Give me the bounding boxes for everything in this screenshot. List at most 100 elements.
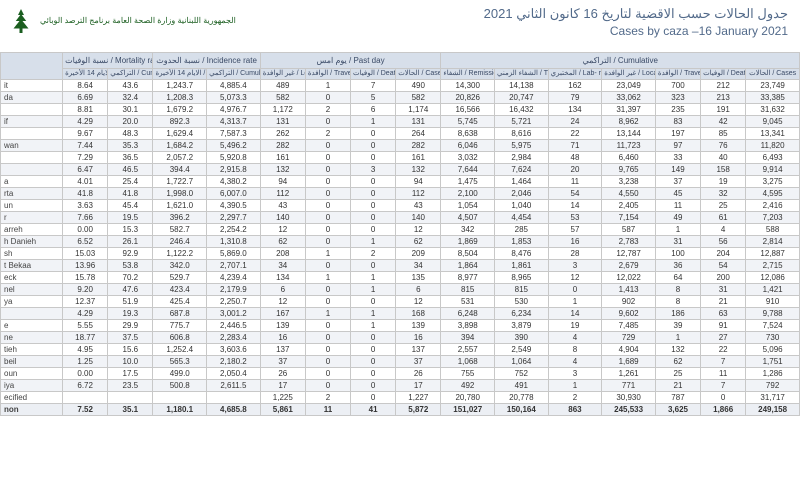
cell: 2,283.4 (207, 332, 261, 344)
cell: 3,275 (746, 176, 800, 188)
cell: 158 (701, 164, 746, 176)
cell: 31 (655, 236, 700, 248)
cell: 1,629.4 (153, 128, 207, 140)
cell: 16,566 (441, 104, 495, 116)
cell: 892.3 (153, 116, 207, 128)
cell: 49 (655, 212, 700, 224)
cell: 491 (495, 380, 549, 392)
subheader-13: الوفيات / Deaths (701, 69, 746, 80)
table-row: rta41.841.81,998.06,007.0112001122,1002,… (1, 188, 800, 200)
cell: 8 (548, 344, 602, 356)
cell: 25.4 (108, 176, 153, 188)
cell: 7.52 (63, 404, 108, 416)
cell: 4,390.5 (207, 200, 261, 212)
cell: 85 (701, 128, 746, 140)
region-name: a (1, 176, 63, 188)
cell: 1 (305, 272, 350, 284)
cell: 863 (548, 404, 602, 416)
cell: 12 (396, 224, 441, 236)
cell: 71 (548, 140, 602, 152)
cell: 92.9 (108, 248, 153, 260)
title-english: Cases by caza –16 January 2021 (484, 24, 788, 38)
cell: 1 (351, 116, 396, 128)
cell: 47.6 (108, 284, 153, 296)
cell: 161 (396, 152, 441, 164)
cell: 20,780 (441, 392, 495, 404)
cell (63, 392, 108, 404)
cell: 1.25 (63, 356, 108, 368)
cell: 2 (351, 248, 396, 260)
cell: 62 (396, 236, 441, 248)
cell: 7,644 (441, 164, 495, 176)
cell: 5.55 (63, 320, 108, 332)
cell: 37 (396, 356, 441, 368)
cell: 45 (655, 188, 700, 200)
cell: 1 (351, 272, 396, 284)
cell: 11,723 (602, 140, 656, 152)
cell: 79 (548, 92, 602, 104)
table-row: 7.2936.52,057.25,920.8161001613,0322,984… (1, 152, 800, 164)
cell (153, 392, 207, 404)
cell: 582 (396, 92, 441, 104)
table-row: 9.6748.31,629.47,587.3262202648,6388,616… (1, 128, 800, 140)
region-name: if (1, 116, 63, 128)
cell: 0 (305, 320, 350, 332)
region-name (1, 104, 63, 116)
region-name: sh (1, 248, 63, 260)
cell: 6,460 (602, 152, 656, 164)
cell: 14,138 (495, 80, 549, 92)
cell: 134 (548, 104, 602, 116)
cell: 815 (495, 284, 549, 296)
cell: 51.9 (108, 296, 153, 308)
cell: 8.64 (63, 80, 108, 92)
cell: 15.6 (108, 344, 153, 356)
cell: 18.77 (63, 332, 108, 344)
cell: 285 (495, 224, 549, 236)
cell: 5,745 (441, 116, 495, 128)
cell: 7 (701, 356, 746, 368)
cell: 212 (701, 80, 746, 92)
cell: 771 (602, 380, 656, 392)
cell: 0 (351, 296, 396, 308)
table-row: oun0.0017.5499.02,050.426002675575231,26… (1, 368, 800, 380)
cell: 12 (548, 272, 602, 284)
cell: 7.44 (63, 140, 108, 152)
cell: 48.3 (108, 128, 153, 140)
cell: 0 (305, 224, 350, 236)
region-name: un (1, 200, 63, 212)
cell: 0 (351, 152, 396, 164)
cell: 16,432 (495, 104, 549, 116)
cell: 423.4 (153, 284, 207, 296)
cell: 13.96 (63, 260, 108, 272)
region-name: rta (1, 188, 63, 200)
cell: 9,788 (746, 308, 800, 320)
cell: 4 (548, 356, 602, 368)
cell: 8.81 (63, 104, 108, 116)
cell: 9,914 (746, 164, 800, 176)
table-row: 6.4746.5394.42,915.8132031327,6447,62420… (1, 164, 800, 176)
cell: 12,887 (746, 248, 800, 260)
cell: 0 (305, 200, 350, 212)
cell: 245,533 (602, 404, 656, 416)
region-name: t Bekaa (1, 260, 63, 272)
cell: 97 (655, 140, 700, 152)
cell: 5,721 (495, 116, 549, 128)
subheader-8: الشفاء / Remissio n (441, 69, 495, 80)
cell: 0 (351, 260, 396, 272)
cell: 6,007.0 (207, 188, 261, 200)
cell: 5,096 (746, 344, 800, 356)
cell: 30,930 (602, 392, 656, 404)
region-name: non (1, 404, 63, 416)
table-row: e5.5529.9775.72,446.5139011393,8983,8791… (1, 320, 800, 332)
cell: 11,820 (746, 140, 800, 152)
cell: 6.47 (63, 164, 108, 176)
cell: 1,679.2 (153, 104, 207, 116)
table-row: wan7.4435.31,684.25,496.2282002826,0465,… (1, 140, 800, 152)
cell: 529.7 (153, 272, 207, 284)
group-header-row: نسبة الوفيات / Mortality rate نسبة الحدو… (1, 53, 800, 69)
cell: 342 (441, 224, 495, 236)
cell (207, 392, 261, 404)
subheader-4: غير الوافدة / Local (260, 69, 305, 80)
cell: 7,587.3 (207, 128, 261, 140)
cell: 531 (441, 296, 495, 308)
